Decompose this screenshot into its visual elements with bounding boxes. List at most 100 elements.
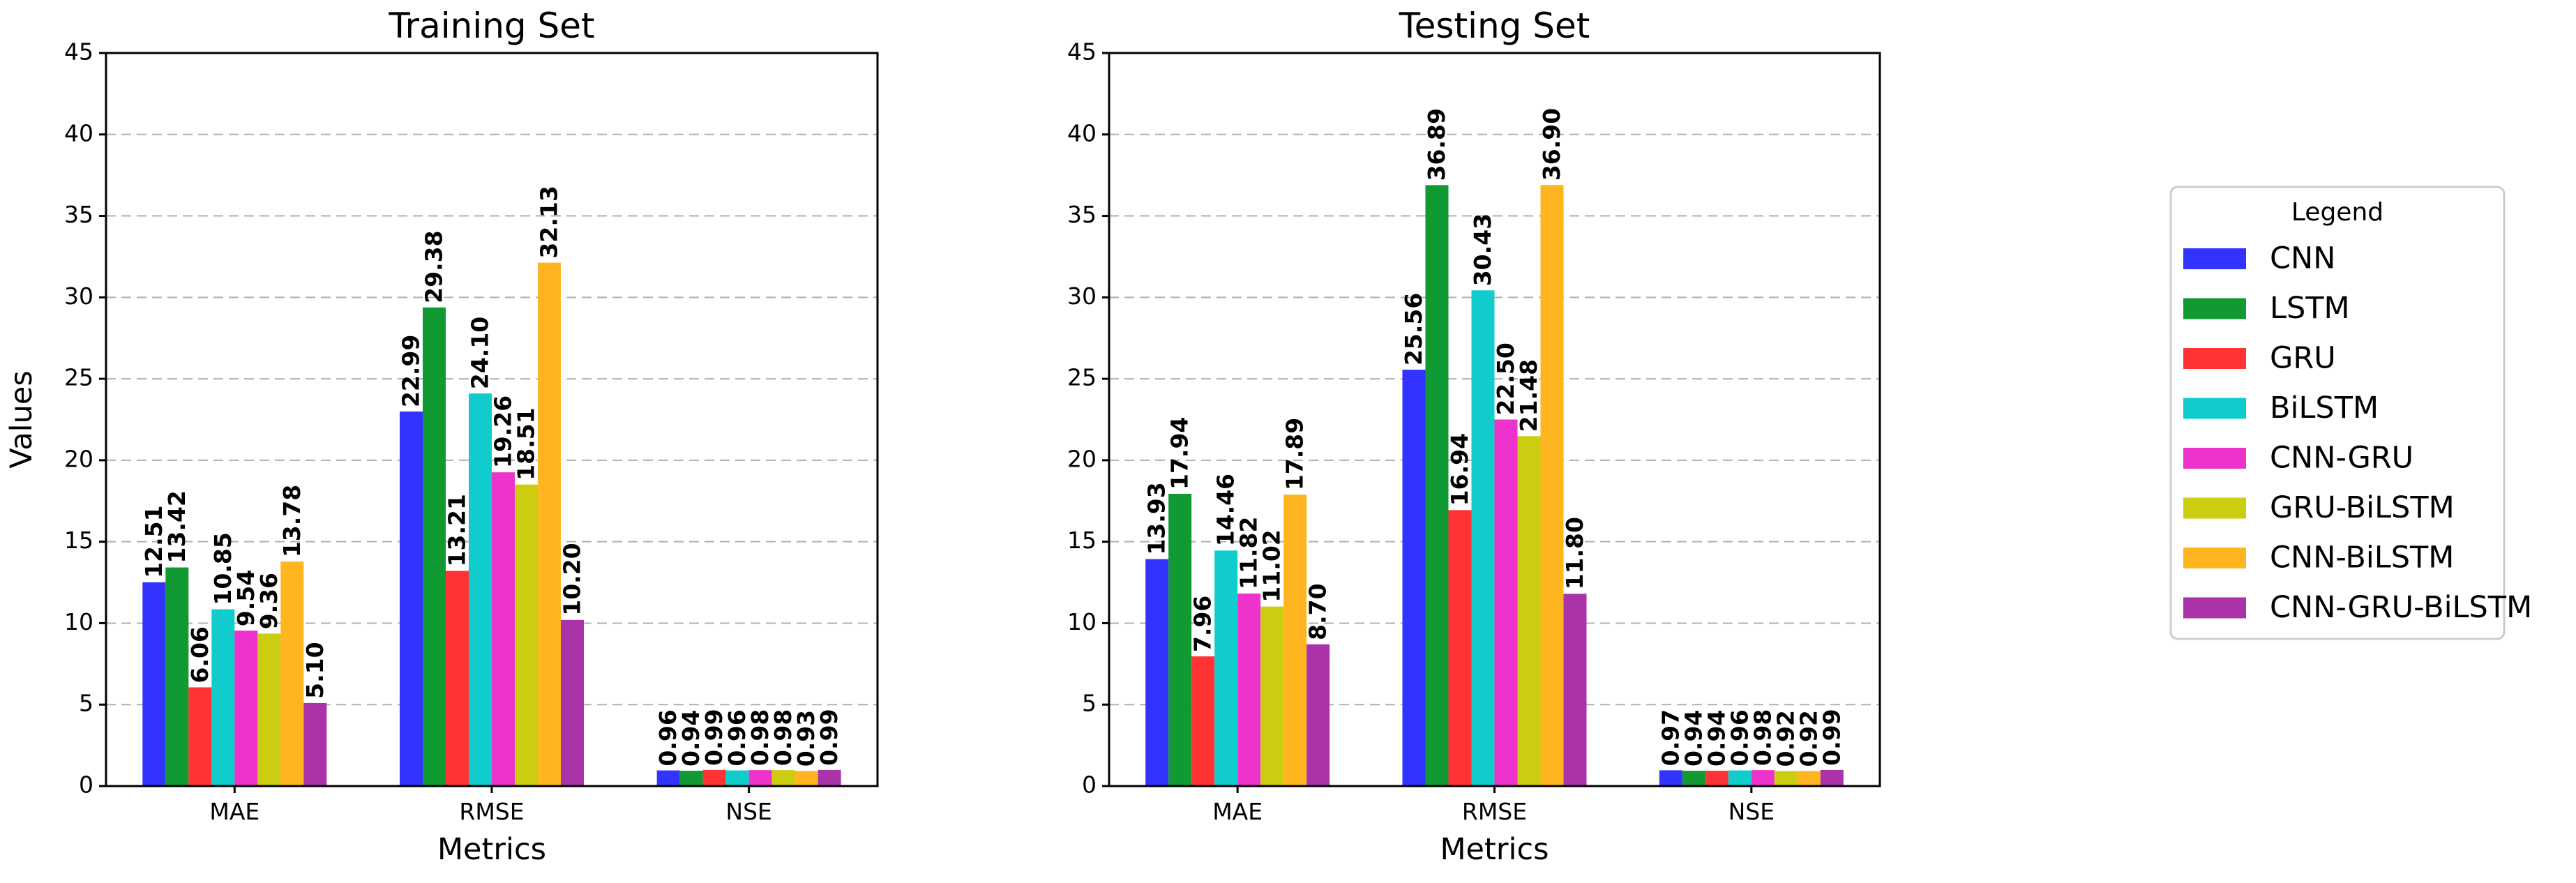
legend-swatch-cnn — [2183, 248, 2246, 269]
bar-label-gru-bilstm-nse: 0.98 — [769, 709, 797, 766]
bar-label-bilstm-mae: 10.85 — [209, 532, 236, 605]
legend-label-cnn-gru-bilstm: CNN-GRU-BiLSTM — [2270, 590, 2532, 625]
bar-gru-bilstm-mae — [257, 633, 281, 786]
y-tick-label: 35 — [64, 201, 93, 228]
bar-cnn-nse — [656, 770, 680, 786]
y-tick-label: 45 — [64, 38, 93, 66]
bar-label-cnn-gru-bilstm-rmse: 10.20 — [559, 543, 586, 615]
bar-label-gru-bilstm-rmse: 18.51 — [513, 407, 540, 480]
bar-cnn-bilstm-nse — [1797, 771, 1821, 786]
bar-cnn-gru-nse — [748, 770, 772, 786]
x-axis-label: Metrics — [437, 832, 546, 867]
bar-label-cnn-gru-bilstm-mae: 5.10 — [301, 642, 329, 698]
legend-box — [2169, 186, 2506, 640]
legend-label-gru: GRU — [2270, 341, 2336, 376]
y-tick-label: 15 — [64, 527, 93, 554]
bar-label-bilstm-nse: 0.96 — [723, 709, 751, 766]
y-tick-label: 5 — [1082, 690, 1097, 717]
bar-cnn-mae — [142, 582, 166, 786]
bar-gru-nse — [702, 769, 726, 786]
bar-gru-nse — [1705, 771, 1728, 786]
bar-label-gru-bilstm-mae: 11.02 — [1258, 529, 1286, 602]
bar-label-cnn-nse: 0.97 — [1657, 709, 1684, 766]
bar-gru-bilstm-rmse — [515, 484, 538, 786]
bar-label-cnn-gru-bilstm-nse: 0.99 — [815, 709, 843, 765]
bar-cnn-gru-bilstm-nse — [818, 769, 841, 786]
bar-gru-mae — [1191, 656, 1215, 786]
bar-lstm-rmse — [1425, 185, 1449, 786]
bar-lstm-nse — [1682, 771, 1705, 786]
bar-lstm-mae — [1168, 494, 1192, 786]
y-tick-label: 15 — [1067, 527, 1097, 554]
bar-cnn-mae — [1145, 559, 1169, 786]
bar-lstm-nse — [679, 771, 703, 786]
bar-gru-rmse — [1448, 510, 1472, 786]
bar-lstm-mae — [165, 567, 189, 786]
bar-label-lstm-rmse: 29.38 — [421, 230, 448, 303]
bar-label-lstm-nse: 0.94 — [677, 710, 705, 767]
legend: Legend CNN LSTM GRU BiLSTM CNN-GRU GRU-BiLSTM C… — [2169, 186, 2532, 640]
bar-label-gru-mae: 7.96 — [1189, 596, 1217, 652]
legend-swatch-lstm — [2183, 298, 2246, 319]
bar-label-bilstm-nse: 0.96 — [1726, 709, 1753, 766]
bar-label-cnn-rmse: 25.56 — [1400, 293, 1427, 365]
bar-label-cnn-bilstm-nse: 0.92 — [1795, 710, 1822, 767]
x-tick-label-rmse: RMSE — [459, 798, 524, 825]
training-set-chart: 12.51 22.99 0.96 13.42 29.38 0.94 6.06 13.21 0.9… — [4, 6, 879, 867]
chart-title: Testing Set — [1399, 6, 1590, 46]
x-tick-label-mae: MAE — [1212, 798, 1263, 825]
x-tick-label-mae: MAE — [209, 798, 259, 825]
bar-cnn-bilstm-nse — [794, 771, 818, 786]
bar-label-gru-rmse: 16.94 — [1446, 433, 1473, 506]
bar-label-cnn-gru-bilstm-nse: 0.99 — [1818, 709, 1845, 765]
bar-label-cnn-gru-mae: 9.54 — [232, 570, 259, 626]
bar-bilstm-mae — [211, 609, 235, 786]
bar-lstm-rmse — [423, 307, 446, 786]
bar-label-cnn-bilstm-mae: 13.78 — [278, 485, 306, 557]
x-tick-label-nse: NSE — [1728, 798, 1775, 825]
bar-cnn-gru-rmse — [492, 472, 515, 786]
legend-swatch-cnn-gru — [2183, 448, 2246, 469]
legend-label-gru-bilstm: GRU-BiLSTM — [2270, 490, 2455, 525]
bar-label-lstm-nse: 0.94 — [1680, 710, 1707, 767]
bar-cnn-gru-mae — [1237, 593, 1261, 786]
bar-label-cnn-bilstm-mae: 17.89 — [1281, 418, 1309, 490]
legend-swatch-cnn-gru-bilstm — [2183, 597, 2246, 619]
y-tick-label: 40 — [1067, 119, 1097, 146]
bar-label-cnn-gru-rmse: 22.50 — [1492, 342, 1519, 415]
y-tick-label: 30 — [1067, 282, 1097, 310]
y-tick-label: 10 — [1067, 608, 1097, 635]
bar-label-gru-nse: 0.94 — [1703, 710, 1730, 767]
bar-cnn-gru-rmse — [1494, 419, 1518, 786]
legend-swatch-bilstm — [2183, 398, 2246, 419]
y-tick-label: 35 — [1067, 201, 1097, 228]
legend-title: Legend — [2291, 198, 2383, 227]
legend-swatch-gru — [2183, 348, 2246, 369]
bar-bilstm-nse — [1728, 770, 1752, 786]
bar-bilstm-mae — [1214, 550, 1238, 786]
bar-label-gru-rmse: 13.21 — [444, 494, 471, 566]
bar-cnn-rmse — [400, 412, 423, 786]
legend-label-cnn-bilstm: CNN-BiLSTM — [2270, 541, 2454, 575]
y-tick-label: 45 — [1067, 38, 1097, 66]
bar-label-lstm-rmse: 36.89 — [1423, 108, 1450, 181]
bar-bilstm-nse — [725, 770, 749, 786]
legend-swatch-gru-bilstm — [2183, 497, 2246, 519]
bar-label-cnn-gru-bilstm-mae: 8.70 — [1304, 583, 1332, 640]
bar-label-lstm-mae: 17.94 — [1166, 417, 1193, 490]
bar-cnn-gru-nse — [1751, 770, 1775, 786]
bar-label-cnn-gru-nse: 0.98 — [1749, 709, 1776, 766]
bar-cnn-bilstm-mae — [1283, 495, 1307, 786]
bar-gru-bilstm-rmse — [1517, 436, 1541, 786]
bar-cnn-gru-bilstm-rmse — [1563, 594, 1587, 786]
y-tick-label: 5 — [79, 690, 93, 717]
bar-cnn-gru-bilstm-mae — [1306, 644, 1330, 786]
x-tick-label-rmse: RMSE — [1462, 798, 1527, 825]
y-tick-label: 10 — [64, 608, 93, 635]
bar-cnn-bilstm-mae — [280, 561, 304, 786]
y-tick-label: 25 — [1067, 364, 1097, 391]
bar-label-cnn-mae: 12.51 — [140, 505, 167, 578]
bar-gru-bilstm-nse — [1774, 771, 1798, 786]
